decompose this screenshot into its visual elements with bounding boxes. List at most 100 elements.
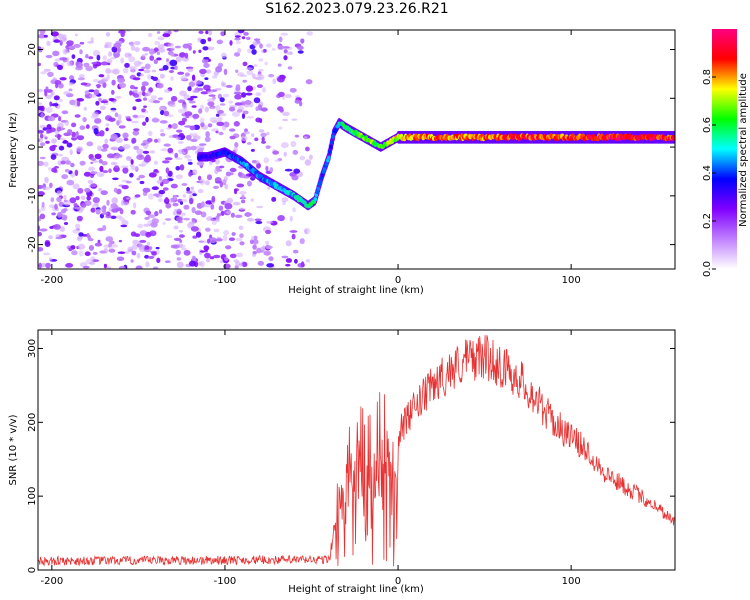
spectrogram-noise-cell: [141, 54, 146, 58]
spectrogram-noise-cell: [162, 33, 171, 38]
spectrogram-noise-cell: [208, 30, 212, 36]
spectrogram-noise-cell: [186, 190, 192, 194]
spectrogram-noise-cell: [51, 144, 58, 148]
spectrogram-noise-cell: [216, 213, 222, 217]
spectrogram-noise-cell: [59, 37, 67, 42]
spectrogram-noise-cell: [289, 230, 298, 233]
snr-y-label: SNR (10 * v/v): [8, 414, 19, 485]
spectrogram-noise-cell: [125, 180, 132, 184]
spectrogram-noise-cell: [222, 93, 230, 98]
spectrogram-noise-cell: [111, 197, 119, 204]
spectrogram-noise-cell: [139, 73, 144, 77]
spectrogram-noise-cell: [113, 42, 122, 48]
spectrogram-noise-cell: [239, 263, 244, 267]
spectrogram-noise-cell: [221, 52, 227, 58]
spectrogram-noise-cell: [210, 89, 214, 94]
spectrogram-noise-cell: [224, 184, 229, 190]
spectrogram-noise-cell: [108, 243, 112, 248]
spectrogram-noise-cell: [304, 136, 308, 140]
spectrogram-noise-cell: [131, 244, 138, 250]
spectrogram-noise-cell: [229, 40, 233, 46]
spectrogram-noise-cell: [156, 179, 163, 184]
spectrogram-noise-cell: [141, 66, 146, 70]
spectrogram-noise-cell: [126, 118, 132, 122]
spectrogram-noise-cell: [90, 114, 99, 120]
spectrogram-noise-cell: [94, 118, 102, 124]
spectrogram-noise-cell: [241, 92, 247, 98]
spectrogram-ridge-cell: [313, 197, 318, 202]
spectrogram-noise-cell: [191, 74, 196, 81]
spectrogram-noise-cell: [86, 141, 94, 147]
spectrogram-noise-cell: [229, 253, 237, 259]
spectrogram-noise-cell: [133, 41, 141, 46]
spectrogram-noise-cell: [61, 174, 69, 180]
spectrogram-noise-cell: [205, 131, 210, 138]
spectrogram-noise-cell: [165, 202, 172, 209]
spectrogram-noise-cell: [121, 185, 129, 190]
spectrogram-noise-cell: [253, 97, 261, 104]
spectrogram-noise-cell: [205, 200, 213, 205]
spectrogram-noise-cell: [178, 108, 186, 114]
spectrogram-noise-cell: [168, 70, 175, 73]
colorbar-tick-label: 0.2: [702, 213, 713, 229]
spectrogram-marks: [38, 30, 675, 269]
spectrogram-noise-cell: [285, 263, 291, 267]
spectrogram-noise-cell: [253, 235, 258, 241]
spectrogram-noise-cell: [97, 239, 101, 244]
spectrogram-noise-cell: [241, 199, 246, 204]
spectrogram-noise-cell: [47, 167, 52, 171]
spectrogram-noise-cell: [45, 107, 53, 113]
spectrogram-noise-cell: [205, 69, 212, 74]
spectrogram-noise-cell: [292, 249, 299, 254]
spectrogram-noise-cell: [208, 94, 216, 97]
spectrogram-noise-cell: [265, 43, 272, 48]
spectrogram-noise-cell: [255, 92, 262, 96]
spectrogram-noise-cell: [215, 105, 221, 112]
y-tick-label: 100: [27, 487, 38, 506]
spectrogram-noise-cell: [197, 80, 201, 83]
spectrogram-noise-cell: [81, 203, 87, 208]
spectrogram-noise-cell: [173, 30, 179, 33]
spectrogram-noise-cell: [205, 30, 209, 35]
spectrogram-noise-cell: [110, 107, 117, 111]
spectrogram-noise-cell: [308, 154, 313, 160]
spectrogram-noise-cell: [200, 201, 205, 208]
spectrogram-noise-cell: [233, 52, 241, 57]
spectrogram-noise-cell: [133, 202, 137, 209]
spectrogram-noise-cell: [143, 223, 151, 227]
spectrogram-noise-cell: [255, 117, 262, 123]
spectrogram-noise-cell: [110, 203, 118, 209]
spectrogram-noise-cell: [58, 154, 63, 157]
spectrogram-noise-cell: [157, 137, 161, 143]
spectrogram-noise-cell: [175, 174, 183, 180]
spectrogram-noise-cell: [291, 118, 298, 121]
spectrogram-noise-cell: [173, 237, 182, 241]
spectrogram-noise-cell: [99, 105, 106, 111]
spectrogram-noise-cell: [239, 74, 248, 78]
spectrogram-noise-cell: [272, 78, 277, 85]
spectrogram-noise-cell: [88, 245, 94, 251]
spectrogram-noise-cell: [100, 148, 108, 152]
spectrogram-noise-cell: [209, 160, 213, 166]
colorbar: 0.0 0.2 0.4 0.6 0.8 Normalized spectral ampl…: [702, 29, 749, 277]
spectrogram-noise-cell: [139, 155, 143, 158]
x-tick-label: 100: [562, 576, 581, 587]
spectrogram-noise-cell: [179, 90, 187, 97]
spectrogram-noise-cell: [130, 259, 134, 263]
spectrogram-noise-cell: [57, 211, 63, 218]
spectrogram-noise-cell: [132, 114, 139, 118]
spectrogram-noise-cell: [199, 117, 205, 124]
spectrogram-noise-cell: [59, 77, 67, 81]
spectrogram-noise-cell: [207, 37, 212, 42]
spectrogram-noise-cell: [113, 187, 118, 193]
spectrogram-noise-cell: [299, 238, 305, 245]
spectrogram-noise-cell: [93, 160, 99, 163]
spectrogram-noise-cell: [59, 57, 68, 61]
spectrogram-noise-cell: [192, 90, 200, 93]
spectrogram-noise-cell: [219, 260, 224, 264]
spectrogram-noise-cell: [176, 216, 183, 222]
spectrogram-noise-cell: [219, 181, 223, 188]
spectrogram-noise-cell: [250, 148, 255, 152]
spectrogram-noise-cell: [40, 105, 45, 112]
spectrogram-noise-cell: [220, 210, 225, 216]
